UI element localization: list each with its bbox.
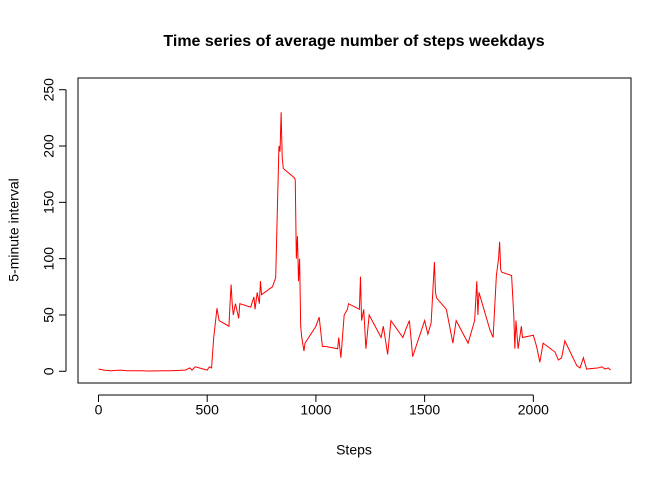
series-line [98,112,611,372]
x-tick-label: 1000 [300,402,331,418]
y-tick-label: 150 [41,190,57,214]
plot-box [77,77,632,384]
x-tick-label: 2000 [518,402,549,418]
y-tick-label: 0 [41,367,57,375]
x-axis-label: Steps [336,442,372,458]
x-tick-label: 0 [95,402,103,418]
y-axis-label: 5-minute interval [6,178,22,282]
y-tick-label: 100 [41,247,57,271]
y-tick-label: 200 [41,134,57,158]
x-tick-label: 500 [196,402,220,418]
y-tick-label: 50 [41,307,57,323]
y-tick-label: 250 [41,78,57,102]
x-tick-label: 1500 [409,402,440,418]
chart-title: Time series of average number of steps w… [163,33,544,50]
